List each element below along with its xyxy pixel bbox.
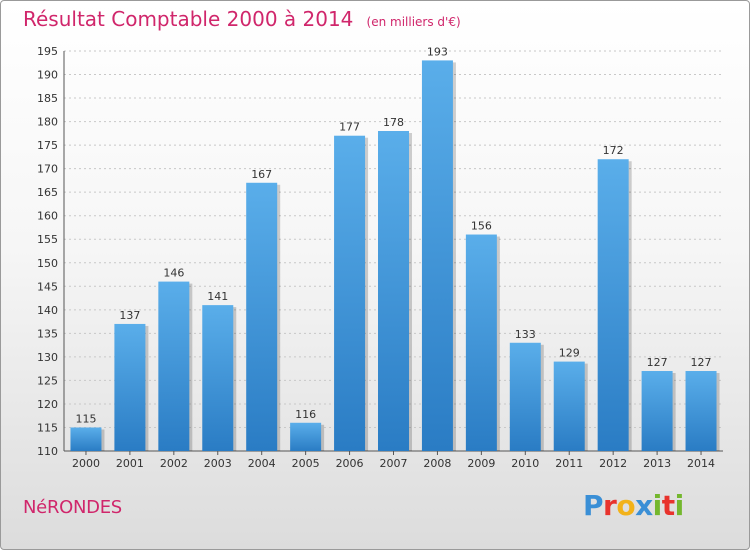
x-tick-label: 2008 xyxy=(423,457,451,470)
y-tick-label: 180 xyxy=(37,116,58,129)
bar xyxy=(158,281,190,451)
y-tick-label: 110 xyxy=(37,445,58,458)
bar xyxy=(465,234,497,451)
y-tick-label: 155 xyxy=(37,233,58,246)
x-tick-label: 2000 xyxy=(72,457,100,470)
bar-value-label: 177 xyxy=(339,121,360,134)
bar-value-label: 146 xyxy=(163,267,184,280)
commune-name: NéRONDES xyxy=(23,497,122,518)
x-tick-label: 2002 xyxy=(160,457,188,470)
bar-value-label: 193 xyxy=(427,45,448,58)
bar xyxy=(70,427,102,451)
bar xyxy=(509,342,541,451)
y-tick-label: 190 xyxy=(37,69,58,82)
x-tick-label: 2013 xyxy=(643,457,671,470)
bar-value-label: 178 xyxy=(383,116,404,129)
bar-value-label: 172 xyxy=(603,144,624,157)
bar-value-label: 141 xyxy=(207,290,228,303)
bar xyxy=(202,305,234,451)
x-tick-label: 2003 xyxy=(204,457,232,470)
bar-value-label: 156 xyxy=(471,220,492,233)
y-tick-label: 120 xyxy=(37,398,58,411)
bar xyxy=(421,60,453,451)
bar xyxy=(597,159,629,451)
bar xyxy=(246,182,278,451)
x-tick-label: 2001 xyxy=(116,457,144,470)
proxiti-logo[interactable]: Proxiti xyxy=(583,489,684,522)
x-tick-label: 2011 xyxy=(555,457,583,470)
y-tick-label: 170 xyxy=(37,163,58,176)
bar xyxy=(553,361,585,451)
bar xyxy=(334,135,366,452)
bar-value-label: 127 xyxy=(691,356,712,369)
bar-value-label: 167 xyxy=(251,168,272,181)
y-tick-label: 140 xyxy=(37,304,58,317)
y-tick-label: 150 xyxy=(37,257,58,270)
y-tick-label: 195 xyxy=(37,45,58,58)
bar-value-label: 137 xyxy=(119,309,140,322)
bar-value-label: 133 xyxy=(515,328,536,341)
x-tick-label: 2014 xyxy=(687,457,715,470)
bar-value-label: 129 xyxy=(559,347,580,360)
x-tick-label: 2009 xyxy=(467,457,495,470)
bar-value-label: 116 xyxy=(295,408,316,421)
x-tick-label: 2012 xyxy=(599,457,627,470)
y-tick-label: 145 xyxy=(37,280,58,293)
bar xyxy=(378,131,409,451)
bar xyxy=(290,422,322,451)
y-tick-label: 175 xyxy=(37,139,58,152)
y-tick-label: 160 xyxy=(37,210,58,223)
chart-title-block: Résultat Comptable 2000 à 2014 (en milli… xyxy=(23,7,461,31)
bar xyxy=(641,371,673,451)
y-tick-label: 135 xyxy=(37,327,58,340)
bar-value-label: 127 xyxy=(647,356,668,369)
x-tick-label: 2005 xyxy=(292,457,320,470)
x-tick-label: 2006 xyxy=(336,457,364,470)
chart-title: Résultat Comptable 2000 à 2014 xyxy=(23,7,354,31)
chart-unit: (en milliers d'€) xyxy=(366,15,461,29)
y-tick-label: 185 xyxy=(37,92,58,105)
bar xyxy=(685,371,717,451)
y-tick-label: 115 xyxy=(37,421,58,434)
x-tick-label: 2010 xyxy=(511,457,539,470)
y-tick-label: 165 xyxy=(37,186,58,199)
y-tick-label: 130 xyxy=(37,351,58,364)
x-tick-label: 2004 xyxy=(248,457,276,470)
bar xyxy=(114,323,146,451)
x-tick-label: 2007 xyxy=(380,457,408,470)
y-tick-label: 125 xyxy=(37,374,58,387)
bar-value-label: 115 xyxy=(75,412,96,425)
